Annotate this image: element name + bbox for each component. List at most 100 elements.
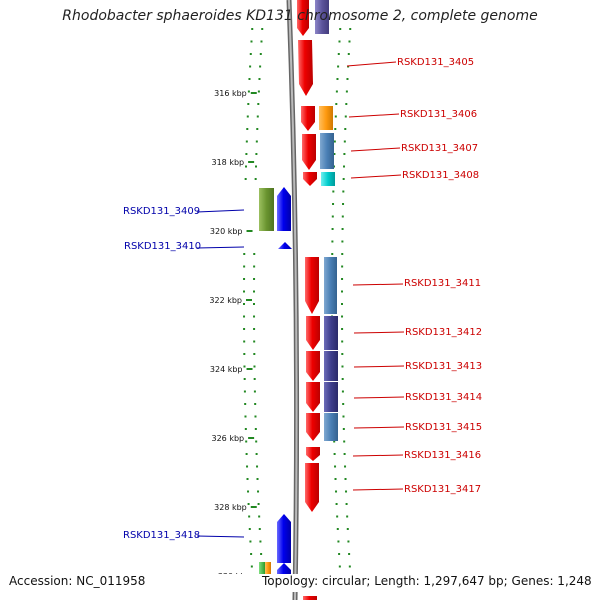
grid-dot (347, 540, 350, 543)
gene-arrow-3407[interactable] (302, 134, 316, 170)
grid-dot (243, 265, 246, 268)
gene-arrow-3408[interactable] (303, 172, 317, 186)
grid-dot (344, 465, 347, 468)
gene-arrow-3413[interactable] (306, 351, 320, 381)
grid-dot (259, 65, 262, 68)
grid-dot (341, 378, 344, 380)
grid-dot (254, 428, 257, 430)
grid-dot (343, 453, 346, 455)
gene-label-3410[interactable]: RSKD131_3410 (124, 241, 201, 252)
grid-dot (346, 528, 349, 530)
feature-box-3408[interactable] (321, 172, 335, 186)
grid-dot (338, 565, 341, 568)
gene-arrow-3405[interactable] (298, 40, 313, 96)
grid-dot (341, 278, 344, 280)
gene-arrow-3414[interactable] (306, 382, 320, 412)
grid-dot (348, 40, 351, 43)
grid-dot (333, 165, 336, 168)
gene-arrow-bottom-reverse[interactable] (277, 563, 291, 574)
leader-3417 (352, 488, 404, 491)
grid-dot (260, 553, 263, 555)
backbone-arc-highlight (288, 0, 298, 600)
feature-box-bottom-orange[interactable] (265, 562, 271, 574)
scale-tick-326 (248, 437, 255, 439)
gene-label-3405[interactable]: RSKD131_3405 (397, 57, 474, 68)
grid-dot (253, 328, 256, 330)
gene-label-3411[interactable]: RSKD131_3411 (404, 278, 481, 289)
gene-arrow-bottom-fragment[interactable] (303, 596, 317, 600)
gene-label-3408[interactable]: RSKD131_3408 (402, 170, 479, 181)
grid-dot (250, 565, 253, 568)
gene-labels: RSKD131_3405 RSKD131_3406 RSKD131_3407 R… (123, 57, 482, 541)
grid-dot (345, 90, 348, 93)
feature-box-3415[interactable] (324, 413, 338, 441)
grid-dot (331, 215, 334, 218)
feature-box-3407[interactable] (320, 133, 334, 169)
gene-label-3413[interactable]: RSKD131_3413 (405, 361, 482, 372)
feature-box-3413[interactable] (324, 351, 338, 381)
gene-label-3407[interactable]: RSKD131_3407 (401, 143, 478, 154)
leader-3414 (353, 396, 405, 399)
grid-dot (342, 178, 345, 180)
grid-dot (341, 290, 344, 293)
gene-arrow-3410[interactable] (278, 242, 292, 249)
feature-box-3412[interactable] (324, 316, 338, 350)
grid-dot (331, 240, 334, 243)
gene-arrow-3417[interactable] (305, 463, 319, 512)
gene-label-3418[interactable]: RSKD131_3418 (123, 530, 200, 541)
grid-dot (259, 540, 262, 543)
grid-dot (260, 40, 263, 43)
grid-dot (253, 353, 256, 355)
length-text: Length: 1,297,647 bp; (374, 574, 508, 588)
grid-dot (247, 490, 250, 493)
gene-arrow-3411[interactable] (305, 257, 319, 314)
gene-arrow-3418[interactable] (277, 514, 291, 563)
grid-dot (258, 78, 261, 80)
grid-dot (244, 415, 247, 418)
grid-dot (253, 265, 256, 268)
feature-box-3411[interactable] (324, 257, 337, 314)
grid-dot (243, 353, 246, 355)
scale-tick-328 (250, 506, 257, 508)
grid-dot (255, 453, 258, 455)
gene-arrow-3406[interactable] (301, 106, 315, 131)
gene-arrow-3409[interactable] (277, 187, 291, 231)
grid-dot (243, 303, 246, 305)
forward-strand-track (297, 0, 320, 600)
grid-dot (243, 390, 246, 393)
grid-dot (337, 53, 340, 55)
feature-box-3409[interactable] (259, 188, 274, 231)
scale-tick-label-316: 316 kbp (214, 89, 247, 98)
grid-dot (256, 478, 259, 480)
grid-dot (246, 465, 249, 468)
gene-arrow-top-fragment[interactable] (297, 0, 309, 36)
gene-label-3406[interactable]: RSKD131_3406 (400, 109, 477, 120)
grid-dot (335, 90, 338, 93)
gene-arrow-3416[interactable] (306, 447, 320, 461)
grid-dot (343, 140, 346, 143)
grid-dot (253, 340, 256, 343)
gene-arrow-3415[interactable] (306, 413, 320, 441)
gene-label-3414[interactable]: RSKD131_3414 (405, 392, 482, 403)
grid-dot (341, 315, 344, 318)
grid-dot (339, 28, 342, 30)
grid-dots (243, 28, 352, 568)
grid-dot (245, 153, 248, 155)
gene-label-3412[interactable]: RSKD131_3412 (405, 327, 482, 338)
feature-box-3406[interactable] (319, 106, 333, 130)
grid-dot (249, 65, 252, 68)
feature-box-3414[interactable] (324, 382, 338, 412)
gene-label-3415[interactable]: RSKD131_3415 (405, 422, 482, 433)
gene-arrow-3412[interactable] (306, 316, 320, 350)
feature-box-bottom-green[interactable] (259, 562, 265, 574)
feature-box-top[interactable] (315, 0, 329, 34)
grid-dot (341, 340, 344, 343)
gene-label-3416[interactable]: RSKD131_3416 (404, 450, 481, 461)
grid-dot (243, 328, 246, 330)
grid-dot (244, 428, 247, 430)
gene-label-3417[interactable]: RSKD131_3417 (404, 484, 481, 495)
grid-dot (253, 365, 256, 368)
gene-label-3409[interactable]: RSKD131_3409 (123, 206, 200, 217)
map-title: Rhodobacter sphaeroides KD131 chromosome… (62, 8, 538, 24)
grid-dot (342, 415, 345, 418)
